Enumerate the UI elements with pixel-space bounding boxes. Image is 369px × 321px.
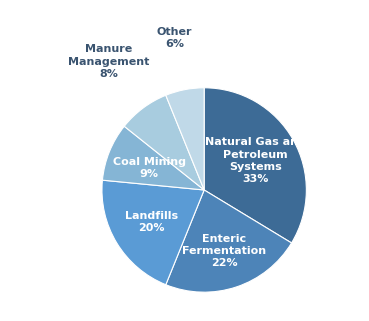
Wedge shape xyxy=(102,180,204,285)
Wedge shape xyxy=(166,190,292,292)
Wedge shape xyxy=(166,88,204,190)
Text: Manure
Management
8%: Manure Management 8% xyxy=(68,45,149,79)
Wedge shape xyxy=(124,95,204,190)
Text: Other
6%: Other 6% xyxy=(157,27,192,49)
Text: Coal Mining
9%: Coal Mining 9% xyxy=(113,157,186,179)
Wedge shape xyxy=(103,126,204,190)
Text: Landfills
20%: Landfills 20% xyxy=(125,211,178,233)
Wedge shape xyxy=(204,88,306,243)
Text: Enteric
Fermentation
22%: Enteric Fermentation 22% xyxy=(182,234,266,268)
Text: Natural Gas and
Petroleum
Systems
33%: Natural Gas and Petroleum Systems 33% xyxy=(206,137,306,185)
